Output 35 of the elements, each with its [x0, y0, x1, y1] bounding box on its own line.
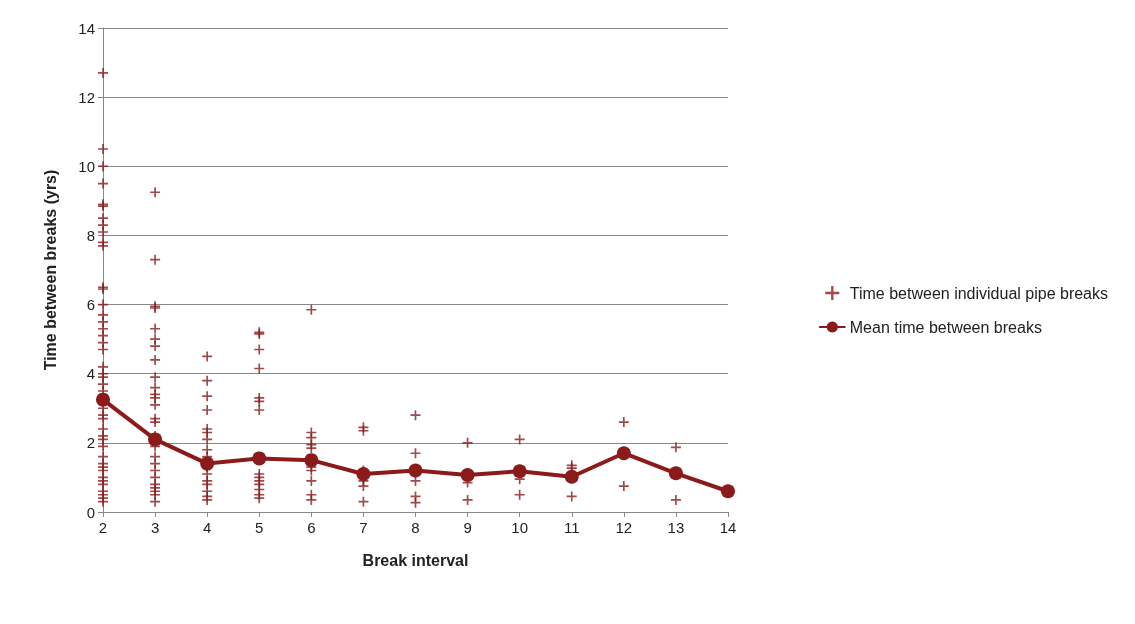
x-tick-label: 7 — [359, 519, 368, 536]
y-tick-label: 0 — [86, 503, 95, 521]
point — [512, 464, 527, 479]
y-tick-label: 12 — [78, 88, 95, 106]
y-axis-title: Time between breaks (yrs) — [41, 169, 59, 371]
x-tick-label: 12 — [615, 519, 633, 536]
x-tick-label: 11 — [563, 519, 580, 536]
y-tick-label: 4 — [86, 365, 95, 383]
point — [356, 466, 371, 481]
x-tick-label: 10 — [511, 519, 529, 536]
point — [564, 469, 579, 484]
point — [721, 484, 735, 499]
x-tick-label: 9 — [463, 519, 472, 536]
y-tick-label: 8 — [86, 226, 95, 244]
point — [668, 466, 683, 481]
x-tick-label: 6 — [307, 519, 316, 536]
point — [408, 463, 423, 478]
y-tick-label: 14 — [78, 19, 95, 37]
x-axis-title: Break interval — [362, 551, 469, 569]
y-tick-label: 10 — [78, 157, 95, 175]
x-tick-label: 3 — [150, 519, 160, 536]
point — [96, 392, 110, 407]
point — [460, 468, 475, 482]
y-tick-label: 6 — [86, 296, 95, 314]
legend-label: Mean time between breaks — [849, 318, 1042, 336]
y-tick-label: 2 — [86, 434, 95, 452]
x-tick-label: 13 — [667, 519, 685, 536]
point — [616, 446, 631, 461]
x-tick-label: 2 — [98, 519, 108, 536]
x-tick-label: 4 — [202, 519, 212, 536]
legend-label: Time between individual pipe breaks — [849, 284, 1108, 302]
x-tick-label: 5 — [255, 519, 264, 536]
x-tick-label: 14 — [719, 519, 737, 536]
point — [252, 451, 267, 466]
x-tick-label: 8 — [411, 519, 420, 536]
